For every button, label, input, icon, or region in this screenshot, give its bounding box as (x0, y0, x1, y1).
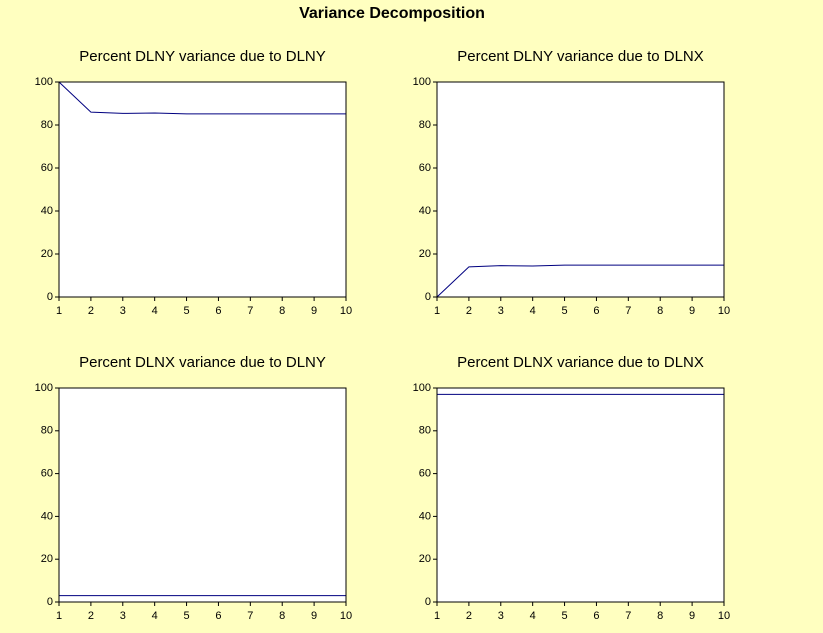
x-tick-label: 1 (56, 305, 62, 317)
x-tick-label: 6 (215, 305, 221, 317)
plot-frame (58, 387, 347, 603)
plot-area (437, 388, 724, 602)
x-tick-label: 7 (247, 305, 253, 317)
x-tick-label: 6 (215, 610, 221, 622)
x-tick-label: 6 (593, 305, 599, 317)
x-tick-label: 9 (311, 305, 317, 317)
x-tick-label: 4 (152, 305, 158, 317)
y-tick-label: 80 (419, 119, 431, 131)
x-tick-label: 5 (183, 305, 189, 317)
y-tick-label: 100 (413, 382, 431, 394)
y-tick-label: 100 (35, 76, 53, 88)
x-tick-label: 1 (434, 610, 440, 622)
series-line (58, 81, 346, 115)
plot-frame (58, 81, 347, 298)
x-tick-label: 3 (498, 610, 504, 622)
plot-frame (436, 81, 725, 298)
x-tick-label: 3 (120, 305, 126, 317)
y-tick-label: 60 (41, 468, 53, 480)
plot-area (59, 82, 346, 297)
x-tick-label: 7 (625, 305, 631, 317)
y-tick-label: 40 (41, 205, 53, 217)
y-tick-label: 20 (419, 553, 431, 565)
x-tick-label: 2 (466, 610, 472, 622)
y-tick-label: 0 (425, 596, 431, 608)
y-tick-label: 40 (419, 510, 431, 522)
y-tick-label: 80 (41, 119, 53, 131)
x-tick-label: 6 (593, 610, 599, 622)
plot-frame (436, 387, 725, 603)
y-tick-label: 60 (419, 162, 431, 174)
x-tick-label: 3 (498, 305, 504, 317)
x-tick-label: 2 (88, 305, 94, 317)
plot-area (437, 82, 724, 297)
y-tick-label: 80 (419, 425, 431, 437)
y-tick-label: 60 (419, 468, 431, 480)
y-tick-label: 80 (41, 425, 53, 437)
x-tick-label: 7 (247, 610, 253, 622)
x-tick-label: 9 (689, 305, 695, 317)
series-line (436, 264, 724, 298)
x-tick-label: 4 (152, 610, 158, 622)
x-tick-label: 1 (434, 305, 440, 317)
x-tick-label: 8 (657, 305, 663, 317)
y-tick-label: 100 (35, 382, 53, 394)
x-tick-label: 1 (56, 610, 62, 622)
x-tick-label: 10 (718, 305, 730, 317)
x-tick-label: 9 (311, 610, 317, 622)
y-tick-label: 0 (47, 291, 53, 303)
y-tick-label: 60 (41, 162, 53, 174)
chart-title: Percent DLNY variance due to DLNY (79, 48, 326, 65)
chart-title: Percent DLNY variance due to DLNX (457, 48, 704, 65)
x-tick-label: 2 (88, 610, 94, 622)
x-tick-label: 5 (561, 305, 567, 317)
x-tick-label: 8 (279, 305, 285, 317)
x-tick-label: 8 (657, 610, 663, 622)
x-tick-label: 4 (530, 610, 536, 622)
figure-title: Variance Decomposition (299, 5, 485, 22)
y-tick-label: 20 (419, 248, 431, 260)
x-tick-label: 2 (466, 305, 472, 317)
x-tick-label: 5 (183, 610, 189, 622)
plot-area (59, 388, 346, 602)
y-tick-label: 40 (41, 510, 53, 522)
x-tick-label: 8 (279, 610, 285, 622)
x-tick-label: 5 (561, 610, 567, 622)
x-tick-label: 10 (718, 610, 730, 622)
x-tick-label: 10 (340, 305, 352, 317)
y-tick-label: 100 (413, 76, 431, 88)
x-tick-label: 7 (625, 610, 631, 622)
y-tick-label: 0 (47, 596, 53, 608)
chart-title: Percent DLNX variance due to DLNX (457, 354, 704, 371)
x-tick-label: 10 (340, 610, 352, 622)
x-tick-label: 9 (689, 610, 695, 622)
y-tick-label: 20 (41, 248, 53, 260)
chart-title: Percent DLNX variance due to DLNY (79, 354, 326, 371)
y-tick-label: 40 (419, 205, 431, 217)
y-tick-label: 0 (425, 291, 431, 303)
x-tick-label: 3 (120, 610, 126, 622)
y-tick-label: 20 (41, 553, 53, 565)
x-tick-label: 4 (530, 305, 536, 317)
